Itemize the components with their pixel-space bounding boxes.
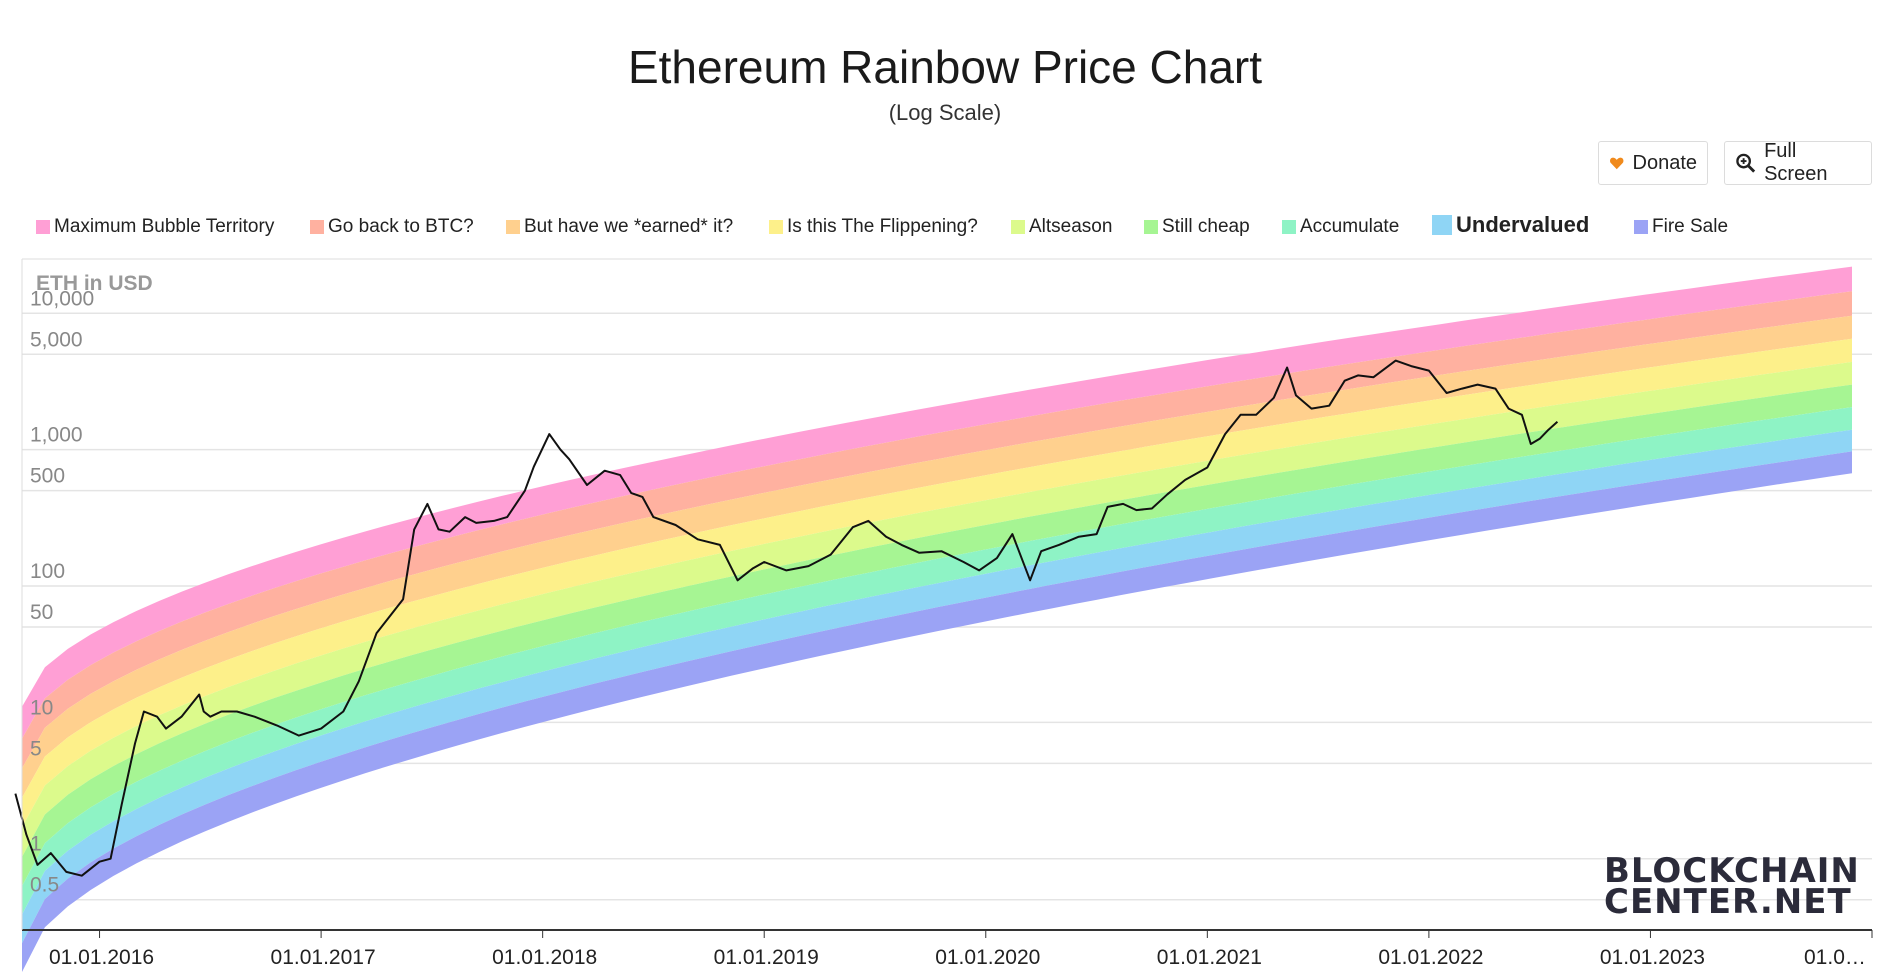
eth-price-line xyxy=(14,359,1559,877)
legend-swatch xyxy=(1282,220,1296,234)
legend-label: Still cheap xyxy=(1162,216,1250,237)
legend-label: Maximum Bubble Territory xyxy=(54,216,275,237)
x-tick-label: 01.01.2020 xyxy=(935,946,1040,969)
band-but-have-we-earned-it xyxy=(22,315,1852,798)
legend-swatch xyxy=(506,220,520,234)
legend-item-is-this-the-flippening[interactable]: Is this The Flippening? xyxy=(769,216,978,238)
zoom-in-icon xyxy=(1736,153,1756,173)
y-axis-label: ETH in USD xyxy=(36,272,153,295)
legend-label: Go back to BTC? xyxy=(328,216,474,237)
legend-item-but-have-we-earned-it[interactable]: But have we *earned* it? xyxy=(506,216,733,238)
full-screen-label: Full Screen xyxy=(1764,140,1828,185)
legend-swatch xyxy=(1432,215,1452,235)
legend-label: Undervalued xyxy=(1456,212,1590,237)
legend-item-undervalued[interactable]: Undervalued xyxy=(1432,212,1589,238)
y-tick-label: 5,000 xyxy=(30,328,83,351)
x-tick-label: 01.0… xyxy=(1804,946,1866,969)
x-tick-label: 01.01.2017 xyxy=(271,946,376,969)
blockchain-center-logo: BLOCKCHAIN CENTER.NET xyxy=(1604,851,1860,922)
band-maximum-bubble-territory xyxy=(22,266,1852,739)
legend-swatch xyxy=(1011,220,1025,234)
donate-button[interactable]: Donate xyxy=(1598,141,1708,185)
y-tick-label: 100 xyxy=(30,560,65,583)
band-go-back-to-btc xyxy=(22,291,1852,769)
chart-subtitle: (Log Scale) xyxy=(888,100,1002,125)
x-tick-label: 01.01.2021 xyxy=(1157,946,1262,969)
y-tick-label: 50 xyxy=(30,601,53,624)
legend-swatch xyxy=(1144,220,1158,234)
y-tick-label: 1,000 xyxy=(30,424,83,447)
y-tick-label: 10,000 xyxy=(30,287,94,310)
legend: Maximum Bubble Territory Go back to BTC?… xyxy=(36,212,1870,246)
legend-label: Altseason xyxy=(1029,216,1113,237)
donate-label: Donate xyxy=(1632,151,1698,174)
legend-label: Is this The Flippening? xyxy=(787,216,978,237)
x-tick-label: 01.01.2018 xyxy=(492,946,597,969)
legend-item-go-back-to-btc[interactable]: Go back to BTC? xyxy=(310,216,474,238)
legend-item-maximum-bubble-territory[interactable]: Maximum Bubble Territory xyxy=(36,216,274,238)
legend-label: Fire Sale xyxy=(1652,216,1729,237)
legend-item-accumulate[interactable]: Accumulate xyxy=(1282,216,1399,238)
x-tick-label: 01.01.2022 xyxy=(1378,946,1483,969)
logo-line1: BLOCKCHAIN xyxy=(1604,851,1860,891)
heart-icon xyxy=(1610,157,1624,170)
logo-line2: CENTER.NET xyxy=(1604,882,1852,922)
legend-label: Accumulate xyxy=(1300,216,1400,237)
legend-item-altseason[interactable]: Altseason xyxy=(1011,216,1112,238)
full-screen-button[interactable]: Full Screen xyxy=(1724,140,1872,185)
x-tick-label: 01.01.2019 xyxy=(714,946,819,969)
band-is-this-the-flippening xyxy=(22,338,1852,828)
legend-swatch xyxy=(36,220,50,234)
y-tick-label: 500 xyxy=(30,465,65,488)
legend-swatch xyxy=(769,220,783,234)
y-tick-label: 10 xyxy=(30,696,53,719)
y-tick-label: 0.5 xyxy=(30,874,59,897)
legend-swatch xyxy=(310,220,324,234)
x-tick-label: 01.01.2023 xyxy=(1600,946,1705,969)
legend-item-fire-sale[interactable]: Fire Sale xyxy=(1634,216,1728,238)
legend-label: But have we *earned* it? xyxy=(524,216,734,237)
y-tick-label: 5 xyxy=(30,737,42,760)
x-tick-label: 01.01.2016 xyxy=(49,946,154,969)
legend-swatch xyxy=(1634,220,1648,234)
y-tick-label: 1 xyxy=(30,833,42,856)
legend-item-still-cheap[interactable]: Still cheap xyxy=(1144,216,1250,238)
chart-title: Ethereum Rainbow Price Chart xyxy=(627,41,1263,93)
